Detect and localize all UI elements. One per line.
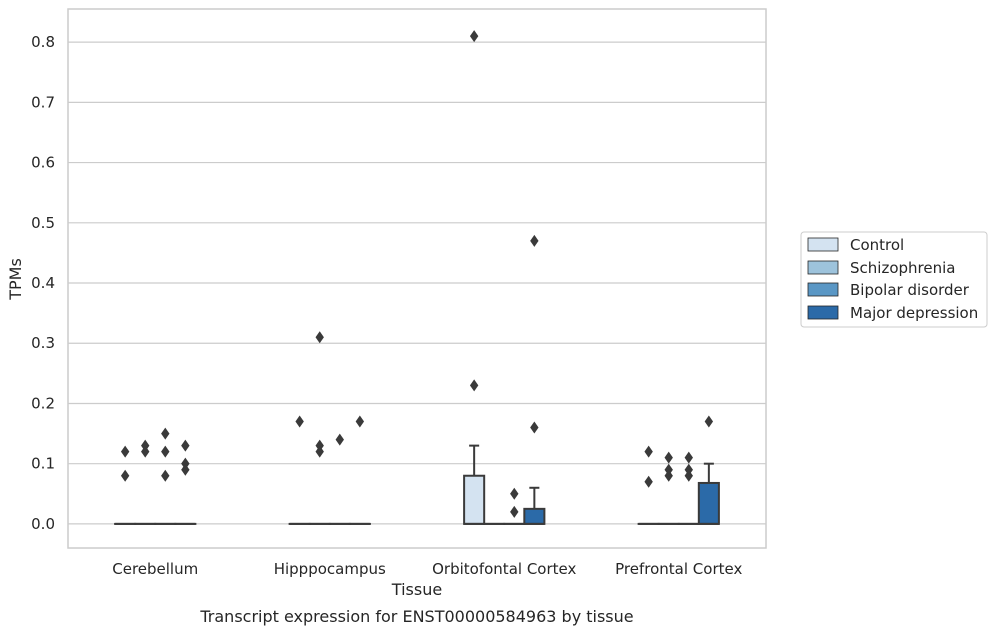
box-group xyxy=(175,440,195,524)
x-tick-label: Cerebellum xyxy=(112,560,198,578)
outlier-point xyxy=(356,416,364,428)
legend-swatch-major-depression xyxy=(808,306,838,319)
box xyxy=(699,483,719,524)
outlier-point xyxy=(121,446,129,458)
outlier-point xyxy=(470,30,478,42)
outlier-point xyxy=(161,446,169,458)
outlier-point xyxy=(665,452,673,464)
y-tick-label: 0.1 xyxy=(31,455,55,473)
box-group xyxy=(679,452,699,524)
legend-label-major-depression: Major depression xyxy=(850,304,978,322)
chart-caption: Transcript expression for ENST0000058496… xyxy=(199,607,633,626)
outlier-point xyxy=(121,470,129,482)
box-group xyxy=(659,452,679,524)
outlier-point xyxy=(470,379,478,391)
outlier-point xyxy=(644,476,652,488)
outlier-point xyxy=(530,422,538,434)
outlier-point xyxy=(644,446,652,458)
box xyxy=(464,476,484,524)
box-group xyxy=(464,30,484,524)
outlier-point xyxy=(685,464,693,476)
box-group xyxy=(115,446,135,524)
outlier-point xyxy=(141,440,149,452)
outlier-point xyxy=(181,440,189,452)
outlier-point xyxy=(316,440,324,452)
box-group xyxy=(135,440,155,524)
legend-label-control: Control xyxy=(850,236,904,254)
outlier-point xyxy=(336,434,344,446)
box xyxy=(524,509,544,524)
legend-swatch-schizophrenia xyxy=(808,261,838,274)
box-group xyxy=(290,416,310,524)
outlier-point xyxy=(705,416,713,428)
plot-frame xyxy=(68,9,766,548)
y-tick-label: 0.0 xyxy=(31,515,55,533)
legend-swatch-control xyxy=(808,238,838,251)
outlier-point xyxy=(530,235,538,247)
outlier-point xyxy=(181,458,189,470)
box-plot-series xyxy=(115,30,719,524)
box-group xyxy=(524,235,544,524)
box-group xyxy=(350,416,370,524)
box-group xyxy=(639,446,659,524)
box-group xyxy=(699,416,719,524)
outlier-point xyxy=(295,416,303,428)
legend-swatch-bipolar-disorder xyxy=(808,283,838,296)
y-tick-label: 0.7 xyxy=(31,93,55,111)
axis-ticks: 0.0 0.1 0.2 0.3 0.4 0.5 0.6 0.7 0.8 Cerebellum Hip… xyxy=(31,33,742,578)
y-tick-label: 0.8 xyxy=(31,33,55,51)
x-tick-label: Orbitofontal Cortex xyxy=(432,560,576,578)
plot-border xyxy=(68,9,766,548)
outlier-point xyxy=(316,331,324,343)
outlier-point xyxy=(665,464,673,476)
box-group xyxy=(310,331,330,524)
outlier-point xyxy=(685,452,693,464)
legend-label-bipolar-disorder: Bipolar disorder xyxy=(850,281,970,299)
x-tick-label: Hipppocampus xyxy=(274,560,386,578)
x-tick-label: Prefrontal Cortex xyxy=(615,560,742,578)
y-tick-label: 0.3 xyxy=(31,334,55,352)
chart-legend: Control Schizophrenia Bipolar disorder M… xyxy=(801,232,987,327)
outlier-point xyxy=(510,506,518,518)
box-group xyxy=(504,488,524,524)
y-tick-label: 0.6 xyxy=(31,154,55,172)
box-group xyxy=(155,428,175,524)
x-axis-label: Tissue xyxy=(391,580,442,599)
outlier-point xyxy=(161,470,169,482)
legend-label-schizophrenia: Schizophrenia xyxy=(850,259,955,277)
y-tick-label: 0.2 xyxy=(31,394,55,412)
y-tick-label: 0.5 xyxy=(31,214,55,232)
box-group xyxy=(330,434,350,524)
gridlines xyxy=(68,42,766,524)
outlier-point xyxy=(161,428,169,440)
y-axis-label: TPMs xyxy=(6,258,25,301)
y-tick-label: 0.4 xyxy=(31,274,55,292)
outlier-point xyxy=(510,488,518,500)
